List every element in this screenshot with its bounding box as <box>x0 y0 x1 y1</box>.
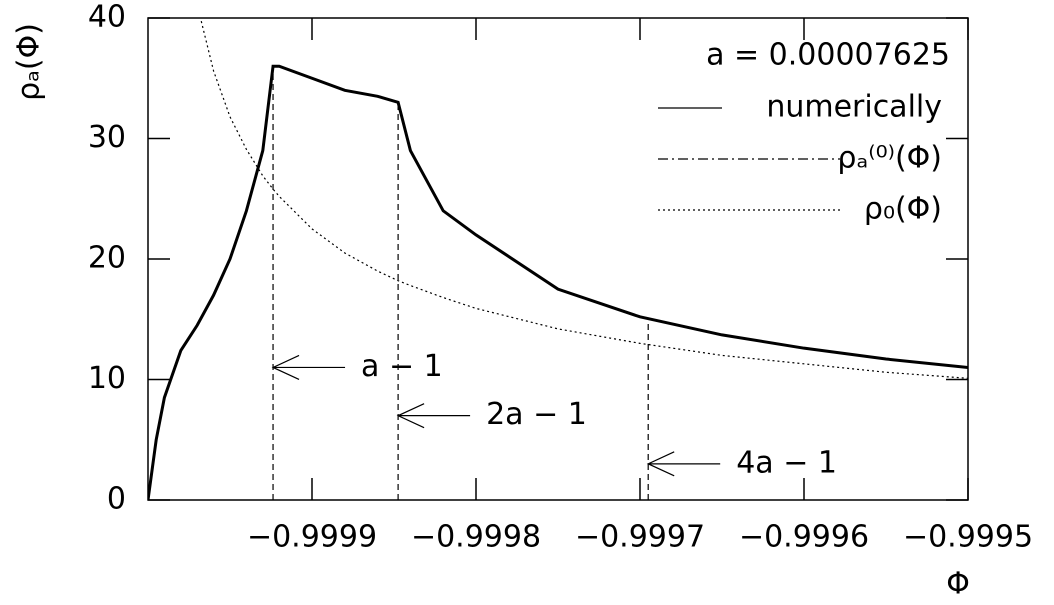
series-line <box>148 65 968 500</box>
annotation-label: 2a − 1 <box>486 397 587 432</box>
plot-area <box>148 18 968 500</box>
annotation-label: a − 1 <box>361 349 443 384</box>
x-tick-label: −0.9995 <box>903 520 1033 555</box>
legend-label: ρₐ⁽⁰⁾(Φ) <box>837 141 942 176</box>
y-tick-label: 10 <box>88 361 126 396</box>
y-tick-label: 40 <box>88 0 126 35</box>
y-tick-label: 0 <box>107 482 126 517</box>
annotation-arrow <box>271 354 346 380</box>
y-tick-label: 20 <box>88 241 126 276</box>
x-tick-label: −0.9996 <box>739 520 869 555</box>
y-tick-label: 30 <box>88 120 126 155</box>
annotation-arrow <box>646 451 721 477</box>
x-axis-label: Φ <box>946 567 970 602</box>
legend-title: a = 0.00007625 <box>706 38 950 73</box>
annotation-label: 4a − 1 <box>736 445 837 480</box>
legend-label: ρ₀(Φ) <box>864 192 942 227</box>
legend-label: numerically <box>766 90 942 125</box>
annotation-arrow <box>396 403 471 429</box>
x-tick-label: −0.9999 <box>247 520 377 555</box>
series-line <box>199 18 968 379</box>
y-axis-label: ρₐ(Φ) <box>12 23 47 101</box>
x-tick-label: −0.9998 <box>411 520 541 555</box>
series-line <box>148 64 968 500</box>
x-tick-label: −0.9997 <box>575 520 705 555</box>
